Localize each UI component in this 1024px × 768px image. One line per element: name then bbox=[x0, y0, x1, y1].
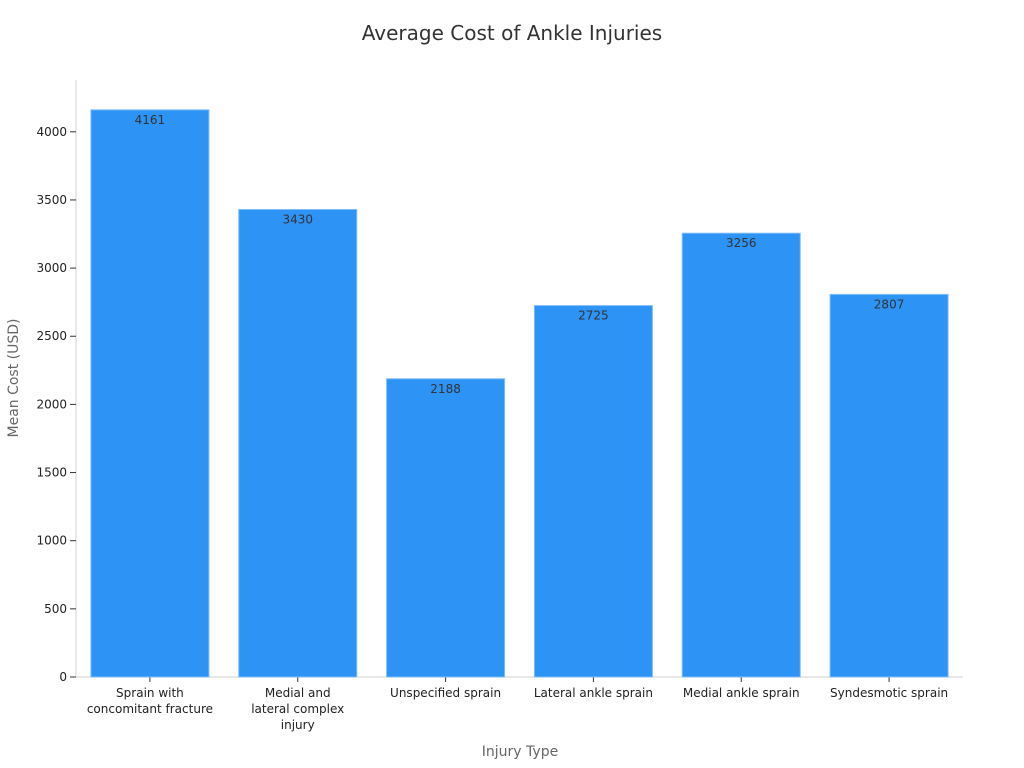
x-tick-label-line: Lateral ankle sprain bbox=[534, 686, 653, 700]
x-tick-label: Lateral ankle sprain bbox=[534, 686, 653, 700]
y-tick-label: 1000 bbox=[36, 534, 67, 548]
bar-value-label: 2807 bbox=[874, 297, 905, 311]
bar-value-label: 4161 bbox=[135, 113, 166, 127]
x-tick-label-line: Unspecified sprain bbox=[390, 686, 501, 700]
x-axis: Sprain with concomitant fracture Medial an… bbox=[76, 676, 963, 732]
data-labels: 4161 3430 2188 2725 3256 2807 bbox=[135, 113, 905, 396]
bar-value-label: 2188 bbox=[430, 382, 461, 396]
x-tick-label-line: Medial ankle sprain bbox=[683, 686, 800, 700]
y-tick-label: 2500 bbox=[36, 329, 67, 343]
x-tick-label: Medial ankle sprain bbox=[683, 686, 800, 700]
x-tick-label: Unspecified sprain bbox=[390, 686, 501, 700]
bar-value-label: 3430 bbox=[282, 212, 313, 226]
bar-value-label: 3256 bbox=[726, 236, 757, 250]
bar-value-label: 2725 bbox=[578, 309, 609, 323]
x-tick-label: Medial and lateral complex injury bbox=[251, 686, 344, 732]
y-axis-title: Mean Cost (USD) bbox=[6, 318, 22, 437]
x-tick-label-line: injury bbox=[281, 718, 315, 732]
bar bbox=[829, 293, 949, 678]
x-tick-label: Syndesmotic sprain bbox=[830, 686, 948, 700]
y-tick-label: 4000 bbox=[36, 125, 67, 139]
bar bbox=[533, 305, 653, 678]
chart-title: Average Cost of Ankle Injuries bbox=[362, 21, 662, 45]
bar bbox=[238, 208, 358, 678]
y-tick-label: 3000 bbox=[36, 261, 67, 275]
bar bbox=[386, 378, 506, 678]
x-tick-label: Sprain with concomitant fracture bbox=[87, 686, 213, 716]
y-tick-label: 1500 bbox=[36, 466, 67, 480]
x-tick-label-line: Medial and bbox=[265, 686, 331, 700]
y-tick-label: 3500 bbox=[36, 193, 67, 207]
x-tick-label-line: lateral complex bbox=[251, 702, 344, 716]
y-axis: 0 500 1000 1500 2000 2500 3000 3500 4000 bbox=[36, 80, 77, 684]
y-tick-label: 2000 bbox=[36, 397, 67, 411]
y-tick-label: 500 bbox=[44, 602, 67, 616]
x-axis-ticks: Sprain with concomitant fracture Medial an… bbox=[87, 677, 948, 732]
bar-series bbox=[90, 109, 949, 678]
y-tick-label: 0 bbox=[59, 670, 67, 684]
x-tick-label-line: concomitant fracture bbox=[87, 702, 213, 716]
x-tick-label-line: Sprain with bbox=[116, 686, 184, 700]
x-tick-label-line: Syndesmotic sprain bbox=[830, 686, 948, 700]
y-axis-ticks: 0 500 1000 1500 2000 2500 3000 3500 4000 bbox=[36, 125, 76, 684]
bar bbox=[90, 109, 210, 678]
x-axis-title: Injury Type bbox=[482, 744, 558, 760]
bar bbox=[681, 232, 801, 678]
